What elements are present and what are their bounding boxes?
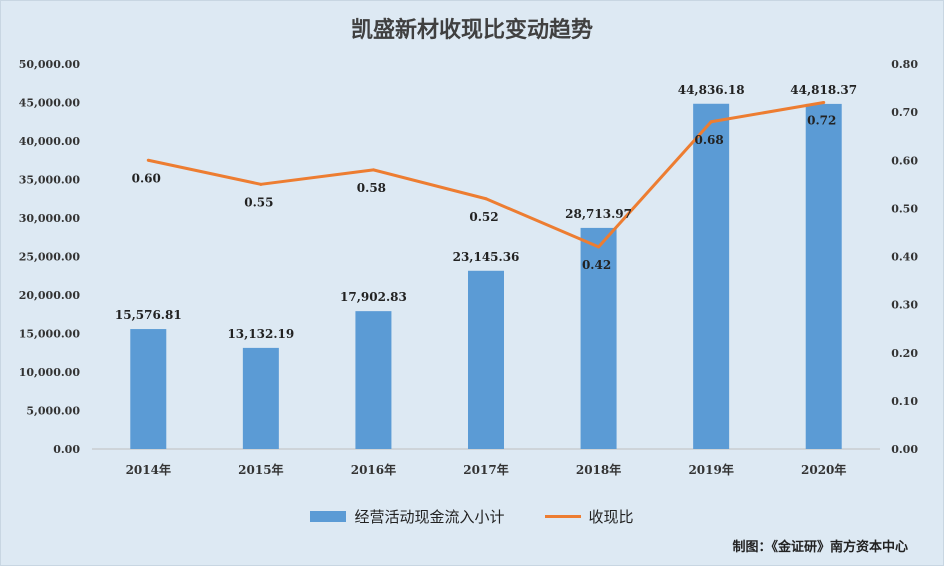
line-point [371,168,375,172]
credit-text: 制图：《金证研》南方资本中心 [732,540,908,555]
line-point [259,182,263,186]
line-point [597,245,601,249]
y-left-tick-label: 35,000.00 [19,174,81,187]
y-left-tick-label: 5,000.00 [26,405,80,418]
bar-series [130,103,842,449]
y-right-tick-label: 0.20 [891,347,918,360]
y-right-tick-label: 0.10 [891,395,918,408]
line-data-label: 0.55 [244,195,273,209]
line-series [146,101,826,249]
bar-data-label: 15,576.81 [115,308,182,322]
y-left-tick-label: 15,000.00 [19,328,81,341]
x-tick-label: 2015年 [238,462,283,477]
bar [580,227,617,449]
y-right-tick-label: 0.80 [891,58,918,71]
bar [355,311,392,449]
y-left-tick-label: 45,000.00 [19,97,81,110]
x-tick-label: 2016年 [351,462,396,477]
line-data-label: 0.52 [469,210,498,224]
legend-label-line: 收现比 [588,508,634,526]
y-right-tick-label: 0.50 [891,202,918,215]
line-point [709,120,713,124]
line-data-label: 0.60 [132,171,161,185]
line-data-label: 0.68 [695,133,724,147]
x-tick-label: 2019年 [688,462,733,477]
bar-data-label: 44,818.37 [790,83,857,97]
y-left-tick-label: 10,000.00 [19,366,81,379]
data-labels: 15,576.81 13,132.19 17,902.83 23,145.36 28,7… [115,83,857,341]
legend-label-bar: 经营活动现金流入小计 [354,508,505,526]
bar-data-label: 28,713.97 [565,207,632,221]
bar [242,347,279,449]
bar [693,103,730,449]
bar-data-label: 17,902.83 [340,290,407,304]
bar [805,103,842,449]
y-right-tick-label: 0.40 [891,251,918,264]
line-data-label: 0.72 [807,114,836,128]
y-left-tick-label: 25,000.00 [19,251,81,264]
legend: 经营活动现金流入小计 收现比 [0,506,944,527]
legend-swatch-line [544,515,581,518]
x-tick-label: 2018年 [576,462,621,477]
line-data-label: 0.42 [582,258,611,272]
bar-data-label: 23,145.36 [453,250,520,264]
x-tick-label: 2014年 [126,462,171,477]
line-point [822,101,826,104]
y-right-tick-label: 0.30 [891,299,918,312]
y-left-tick-label: 20,000.00 [19,289,81,302]
legend-swatch-bar [310,511,347,522]
legend-item-line: 收现比 [544,506,634,527]
line-data-label: 0.58 [357,181,386,195]
y-left-tick-label: 40,000.00 [19,135,81,148]
chart-title: 凯盛新材收现比变动趋势 [350,18,593,43]
bar-data-label: 44,836.18 [678,83,745,97]
y-right-tick-label: 0.70 [891,106,918,119]
y-left-tick-label: 50,000.00 [19,58,81,71]
axes: 0.00 5,000.00 10,000.00 15,000.00 20,000.00 2… [19,58,919,477]
line-point [146,158,150,162]
x-tick-label: 2017年 [463,462,508,477]
y-left-tick-label: 30,000.00 [19,212,81,225]
bar [130,329,167,449]
y-right-tick-label: 0.60 [891,154,918,167]
y-right-tick-label: 0.00 [891,443,918,456]
y-left-tick-label: 0.00 [53,443,80,456]
bar-data-label: 13,132.19 [227,327,294,341]
line-point [484,197,488,201]
legend-item-bar: 经营活动现金流入小计 [310,506,505,527]
bar [468,270,504,449]
x-tick-label: 2020年 [801,462,846,477]
